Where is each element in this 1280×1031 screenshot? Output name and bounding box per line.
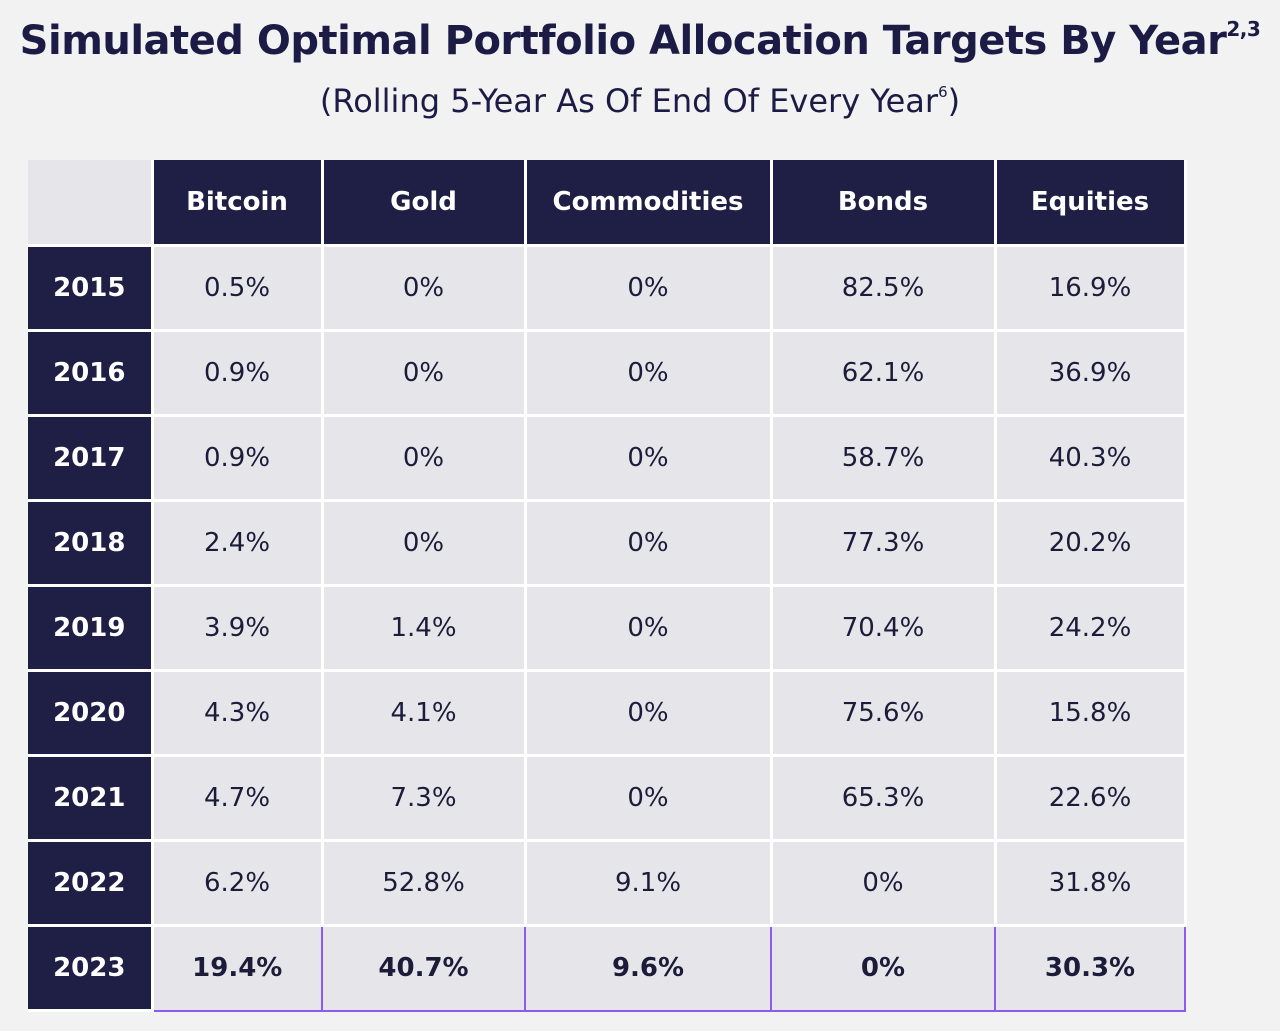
title-text: Simulated Optimal Portfolio Allocation T…	[19, 18, 1227, 64]
cell-bonds: 70.4%	[771, 585, 997, 672]
cell-equities: 30.3%	[994, 924, 1186, 1012]
column-header-bitcoin: Bitcoin	[152, 160, 324, 247]
row-header-year: 2018	[28, 500, 154, 587]
cell-bitcoin: 4.7%	[152, 755, 324, 842]
table-row: 2023 19.4% 40.7% 9.6% 0% 30.3%	[28, 924, 1186, 1012]
cell-gold: 52.8%	[322, 840, 527, 927]
cell-bitcoin: 0.9%	[152, 415, 324, 502]
cell-commodities: 0%	[525, 415, 773, 502]
cell-bitcoin: 2.4%	[152, 500, 324, 587]
cell-bitcoin: 6.2%	[152, 840, 324, 927]
cell-commodities: 0%	[525, 330, 773, 417]
cell-equities: 22.6%	[995, 755, 1187, 842]
page-subtitle: (Rolling 5-Year As Of End Of Every Year6…	[0, 82, 1280, 120]
cell-commodities: 9.1%	[525, 840, 773, 927]
row-header-year: 2020	[28, 670, 154, 757]
allocation-table: Bitcoin Gold Commodities Bonds Equities 2015…	[28, 160, 1187, 1012]
cell-commodities: 0%	[525, 585, 773, 672]
cell-bonds: 77.3%	[771, 500, 997, 587]
cell-gold: 4.1%	[322, 670, 527, 757]
row-header-year: 2021	[28, 755, 154, 842]
cell-bitcoin: 0.9%	[152, 330, 324, 417]
cell-bonds: 62.1%	[771, 330, 997, 417]
table-row: 2021 4.7% 7.3% 0% 65.3% 22.6%	[28, 755, 1187, 842]
cell-gold: 0%	[322, 500, 527, 587]
table-row: 2022 6.2% 52.8% 9.1% 0% 31.8%	[28, 840, 1187, 927]
table-row: 2018 2.4% 0% 0% 77.3% 20.2%	[28, 500, 1187, 587]
cell-gold: 0%	[322, 245, 527, 332]
cell-bonds: 0%	[770, 924, 996, 1012]
cell-bonds: 65.3%	[771, 755, 997, 842]
cell-commodities: 0%	[525, 755, 773, 842]
row-header-year: 2015	[28, 245, 154, 332]
cell-commodities: 0%	[525, 500, 773, 587]
row-header-year: 2017	[28, 415, 154, 502]
subtitle-text: (Rolling 5-Year As Of End Of Every Year	[319, 82, 939, 120]
row-header-year: 2016	[28, 330, 154, 417]
column-header-commodities: Commodities	[525, 160, 773, 247]
cell-gold: 0%	[322, 415, 527, 502]
title-superscript: 2,3	[1226, 16, 1261, 41]
table-row: 2015 0.5% 0% 0% 82.5% 16.9%	[28, 245, 1187, 332]
table-row: 2020 4.3% 4.1% 0% 75.6% 15.8%	[28, 670, 1187, 757]
cell-gold: 40.7%	[321, 924, 526, 1012]
cell-bonds: 0%	[771, 840, 997, 927]
table-row: 2016 0.9% 0% 0% 62.1% 36.9%	[28, 330, 1187, 417]
cell-equities: 16.9%	[995, 245, 1187, 332]
cell-gold: 0%	[322, 330, 527, 417]
table-corner-cell	[28, 160, 154, 247]
table-row: 2017 0.9% 0% 0% 58.7% 40.3%	[28, 415, 1187, 502]
cell-bitcoin: 0.5%	[152, 245, 324, 332]
cell-bonds: 58.7%	[771, 415, 997, 502]
cell-equities: 36.9%	[995, 330, 1187, 417]
column-header-gold: Gold	[322, 160, 527, 247]
cell-commodities: 9.6%	[524, 924, 772, 1012]
cell-equities: 24.2%	[995, 585, 1187, 672]
column-header-equities: Equities	[995, 160, 1187, 247]
subtitle-suffix: )	[947, 82, 961, 120]
row-header-year: 2022	[28, 840, 154, 927]
cell-bitcoin: 19.4%	[151, 924, 323, 1012]
cell-bitcoin: 3.9%	[152, 585, 324, 672]
table-row: 2019 3.9% 1.4% 0% 70.4% 24.2%	[28, 585, 1187, 672]
cell-equities: 31.8%	[995, 840, 1187, 927]
table-body: 2015 0.5% 0% 0% 82.5% 16.9% 2016 0.9% 0% 0% 62.1% 3…	[28, 245, 1187, 1012]
cell-gold: 7.3%	[322, 755, 527, 842]
cell-commodities: 0%	[525, 245, 773, 332]
table-header-row: Bitcoin Gold Commodities Bonds Equities	[28, 160, 1187, 247]
column-header-bonds: Bonds	[771, 160, 997, 247]
cell-bonds: 82.5%	[771, 245, 997, 332]
cell-equities: 40.3%	[995, 415, 1187, 502]
cell-bitcoin: 4.3%	[152, 670, 324, 757]
page-title: Simulated Optimal Portfolio Allocation T…	[0, 16, 1280, 64]
cell-bonds: 75.6%	[771, 670, 997, 757]
row-header-year: 2019	[28, 585, 154, 672]
cell-equities: 15.8%	[995, 670, 1187, 757]
subtitle-superscript: 6	[938, 83, 948, 102]
cell-commodities: 0%	[525, 670, 773, 757]
cell-equities: 20.2%	[995, 500, 1187, 587]
row-header-year: 2023	[28, 925, 154, 1012]
cell-gold: 1.4%	[322, 585, 527, 672]
